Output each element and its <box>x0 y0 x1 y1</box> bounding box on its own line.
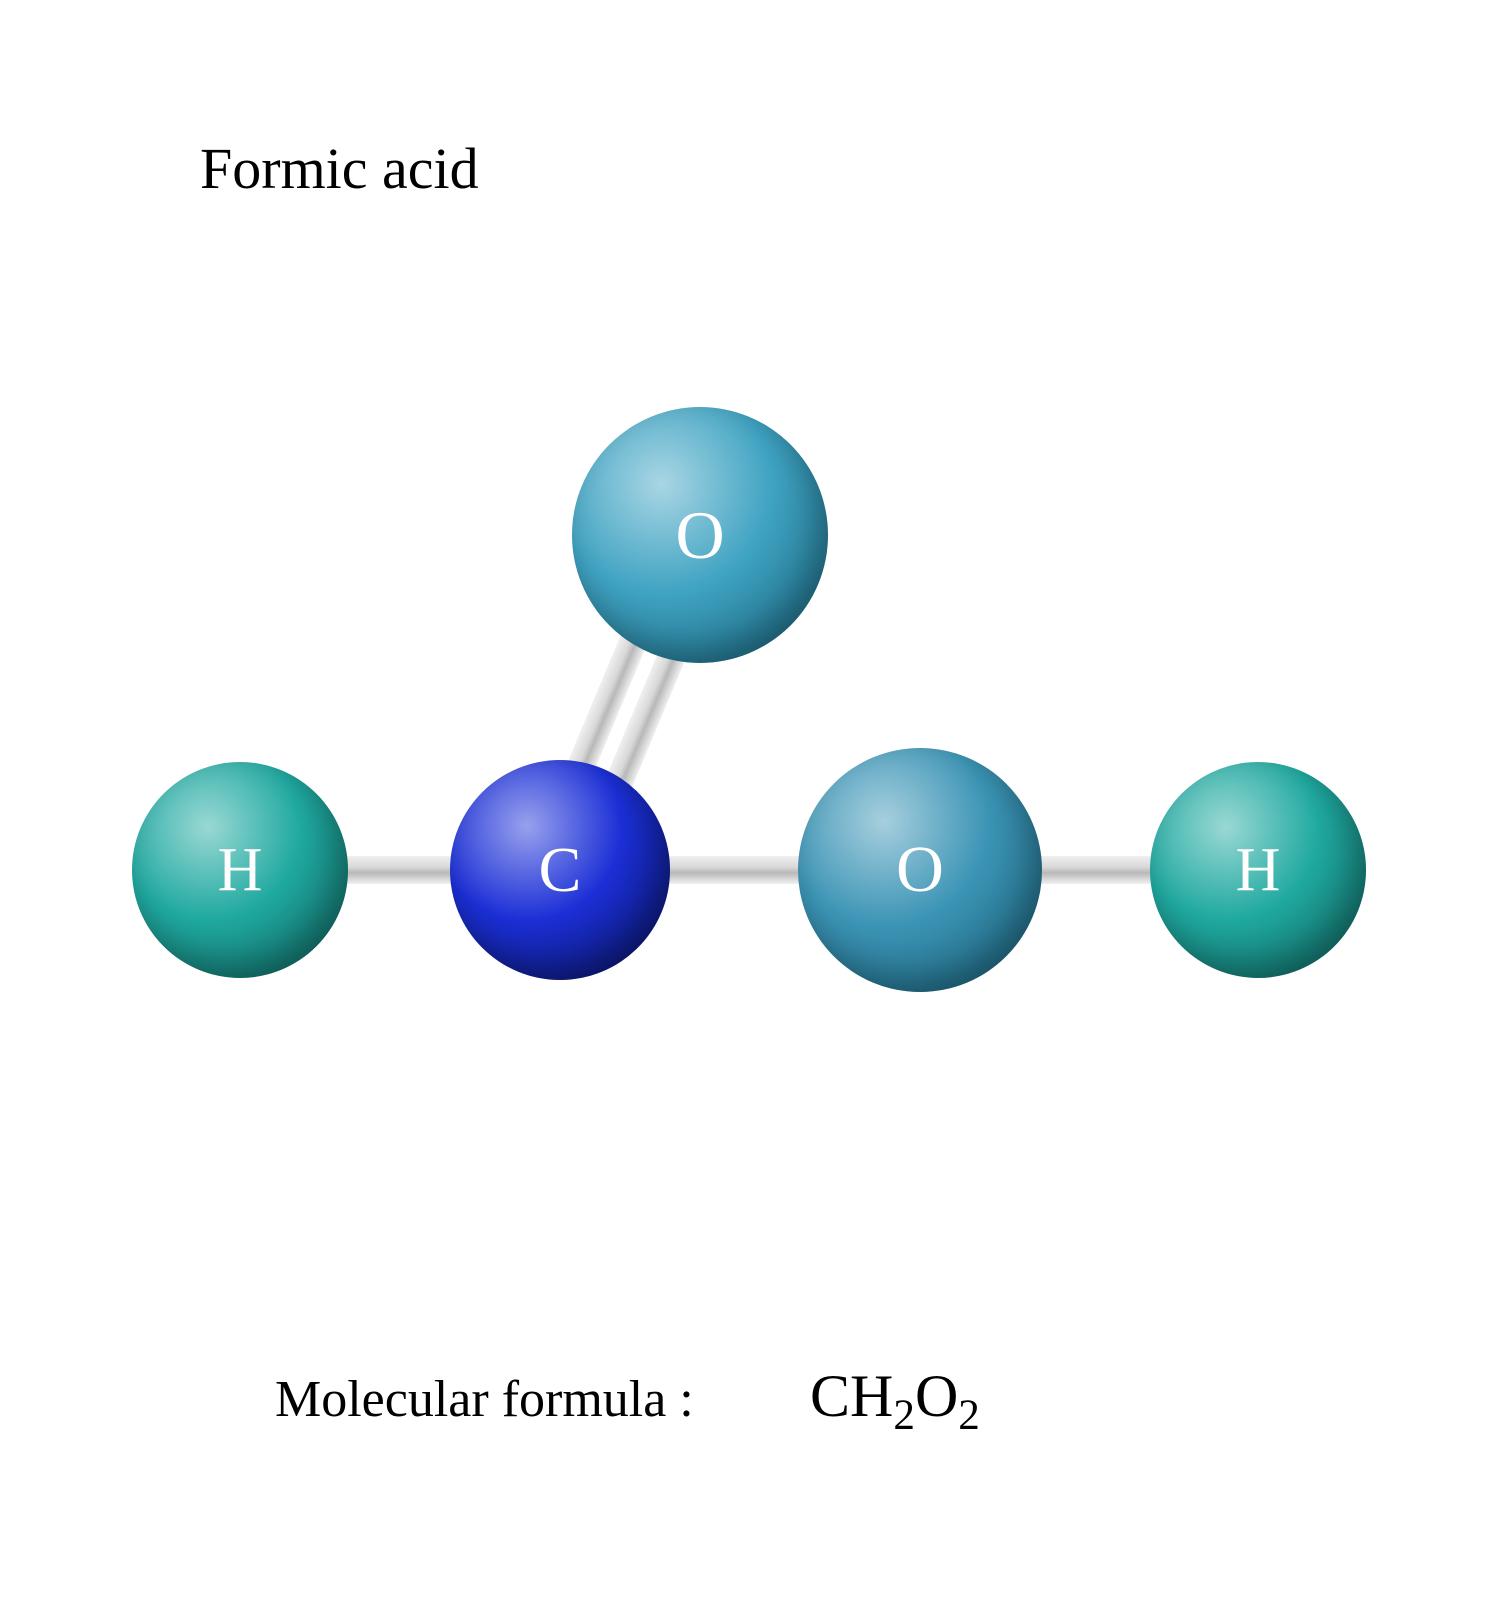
molecule-diagram: H C O O H <box>0 0 1500 1600</box>
atom-label: O <box>896 832 944 908</box>
atom-label: O <box>675 496 724 575</box>
formula-subscript: 2 <box>893 1392 915 1439</box>
formula-text: O <box>915 1363 958 1429</box>
atom-o_right: O <box>798 748 1042 992</box>
atom-c: C <box>450 760 670 980</box>
atom-label: C <box>539 833 582 907</box>
formula-text: CH <box>810 1363 893 1429</box>
atom-h2: H <box>1150 762 1366 978</box>
formula-subscript: 2 <box>958 1392 980 1439</box>
atom-label: H <box>1236 835 1281 906</box>
atom-label: H <box>218 835 263 906</box>
atom-h1: H <box>132 762 348 978</box>
atom-o_top: O <box>572 407 828 663</box>
formula-label: Molecular formula : <box>275 1370 694 1429</box>
formula-value: CH2O2 <box>810 1362 980 1431</box>
